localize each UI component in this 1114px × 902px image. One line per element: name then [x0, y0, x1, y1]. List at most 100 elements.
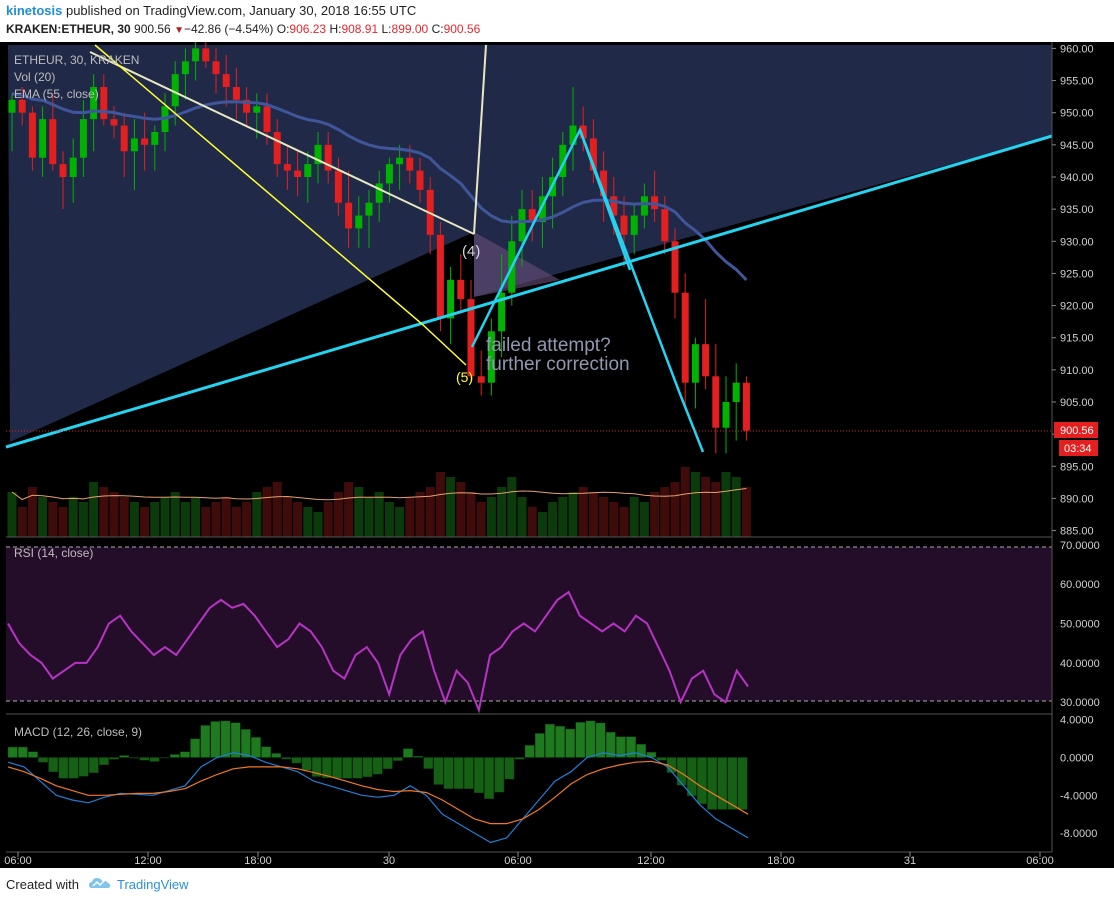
- volume-bar: [109, 492, 119, 537]
- publish-info: kinetosis published on TradingView.com, …: [6, 3, 416, 18]
- ohlc-info: KRAKEN:ETHEUR, 30 900.56 ▼−42.86 (−4.54%…: [6, 22, 480, 36]
- candle-body: [396, 157, 404, 165]
- volume-bar: [333, 492, 343, 537]
- close-value: 900.56: [443, 22, 481, 36]
- time-tick-label: 18:00: [767, 855, 795, 867]
- candle-body: [324, 144, 332, 171]
- price-tick-label: 910.00: [1060, 365, 1094, 377]
- symbol-label: KRAKEN:ETHEUR, 30: [6, 22, 131, 36]
- price-scale[interactable]: 960.00 955.00 950.00 945.00 940.00 935.00 930.…: [1051, 42, 1114, 868]
- volume-bar: [741, 487, 751, 537]
- rsi-tick-label: 60.0000: [1060, 579, 1100, 591]
- candle-body: [263, 106, 271, 132]
- macd-axis-ticks: 4.0000 0.0000 -4.0000 -8.0000: [1060, 715, 1097, 840]
- high-label: H:: [329, 22, 342, 36]
- annotation-further-correction: further correction: [486, 354, 630, 375]
- macd-histogram-bar: [38, 757, 48, 763]
- volume-bar: [58, 507, 68, 537]
- candle-body: [487, 331, 495, 383]
- volume-bar: [140, 507, 150, 537]
- macd-histogram-bar: [393, 757, 403, 761]
- candle-body: [8, 99, 16, 113]
- candle-body: [28, 112, 36, 158]
- macd-histogram-bar: [169, 754, 180, 758]
- macd-histogram-bar: [129, 757, 140, 759]
- macd-histogram-bar: [28, 751, 38, 758]
- volume-bar: [558, 497, 568, 537]
- macd-histogram-bar: [504, 757, 515, 780]
- wave-line-cyan-branch: [578, 129, 632, 271]
- author-link[interactable]: kinetosis: [6, 3, 63, 18]
- volume-bar: [364, 497, 374, 537]
- tradingview-link[interactable]: TradingView: [117, 877, 189, 892]
- volume-bar: [272, 482, 282, 537]
- macd-histogram-bar: [352, 757, 363, 779]
- candle-body: [406, 157, 414, 171]
- macd-histogram-bar: [311, 757, 322, 777]
- macd-histogram-bar: [281, 757, 292, 760]
- volume-bar: [690, 472, 700, 537]
- macd-histogram-bar: [737, 757, 748, 810]
- volume-bar: [242, 502, 252, 537]
- rsi-tick-label: 70.0000: [1060, 540, 1100, 552]
- candle-body: [691, 344, 699, 383]
- volume-bar: [17, 507, 27, 537]
- macd-histogram-bar: [524, 745, 535, 758]
- macd-histogram-bar: [686, 757, 697, 797]
- candle-body: [375, 183, 383, 203]
- candle-body: [212, 61, 220, 75]
- macd-histogram-bar: [190, 738, 201, 758]
- volume-bar: [211, 502, 221, 537]
- candle-body: [559, 144, 567, 177]
- candle-body: [630, 215, 638, 235]
- down-triangle-icon: ▼: [174, 25, 184, 36]
- price-axis-ticks: 960.00 955.00 950.00 945.00 940.00 935.00 930.…: [1052, 43, 1094, 538]
- macd-histogram-bar: [251, 737, 261, 758]
- price-tick-label: 920.00: [1060, 301, 1094, 313]
- tradingview-cloud-icon: [89, 878, 111, 888]
- chart-area[interactable]: failed attempt? further correction (4) (…: [0, 42, 1114, 868]
- time-axis-ticks: 06:00 12:00 18:00 30 06:00 12:00 18:00 31 06:00: [4, 852, 1054, 867]
- volume-bar: [476, 502, 486, 537]
- candle-body: [283, 164, 291, 171]
- candle-body: [232, 87, 240, 100]
- macd-histogram-bar: [484, 757, 494, 799]
- macd-histogram: [7, 720, 748, 810]
- volume-bar: [588, 492, 598, 537]
- macd-histogram-bar: [433, 757, 444, 785]
- volume-bar: [711, 482, 721, 537]
- volume-bar: [599, 497, 609, 537]
- candle-body: [528, 209, 536, 222]
- volume-bar: [48, 502, 58, 537]
- candle-body: [39, 119, 47, 158]
- macd-histogram-bar: [676, 757, 687, 786]
- volume-bar: [456, 482, 466, 537]
- macd-histogram-bar: [534, 733, 545, 758]
- price-tick-label: 950.00: [1060, 108, 1094, 120]
- volume-bar: [293, 502, 303, 537]
- candle-body: [192, 48, 200, 62]
- macd-histogram-bar: [474, 757, 484, 793]
- volume-bar: [27, 487, 37, 537]
- volume-bar: [374, 492, 384, 537]
- macd-histogram-bar: [727, 757, 738, 810]
- wave5-label: (5): [456, 369, 473, 385]
- footer: Created with TradingView: [0, 868, 1114, 902]
- legend-symbol: ETHEUR, 30, KRAKEN: [14, 53, 139, 67]
- price-tick-label: 890.00: [1060, 493, 1094, 505]
- volume-bar: [497, 487, 507, 537]
- volume-bar: [303, 507, 313, 537]
- macd-histogram-bar: [301, 757, 312, 771]
- rsi-tick-label: 30.0000: [1060, 697, 1100, 709]
- rsi-tick-label: 40.0000: [1060, 658, 1100, 670]
- volume-bar: [701, 477, 711, 537]
- volume-bar: [150, 502, 160, 537]
- wave-line-cyan: [470, 126, 705, 453]
- macd-histogram-bar: [403, 748, 413, 758]
- time-tick-label: 12:00: [637, 855, 665, 867]
- rsi-tick-label: 50.0000: [1060, 619, 1100, 631]
- annotation-failed-attempt: failed attempt?: [486, 335, 611, 356]
- volume-bar: [527, 507, 537, 537]
- candle-body: [589, 138, 597, 171]
- time-axis[interactable]: 06:00 12:00 18:00 30 06:00 12:00 18:00 31 06:00: [4, 851, 1054, 867]
